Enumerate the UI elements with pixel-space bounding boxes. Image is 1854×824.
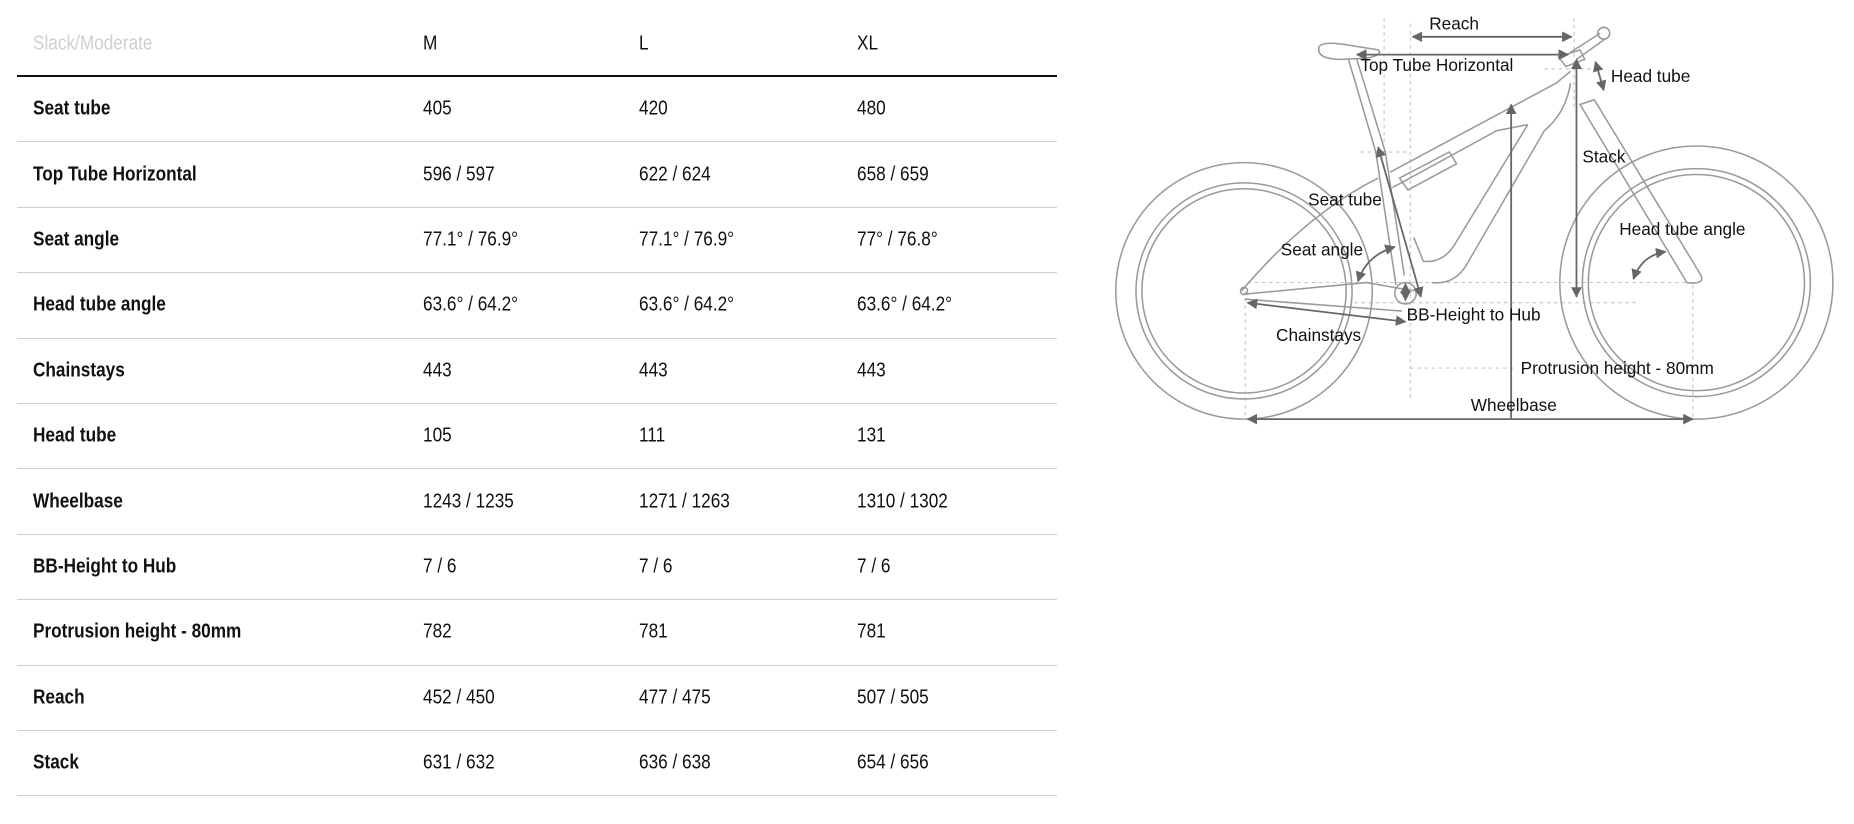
size-l-header: L <box>639 32 649 55</box>
shock <box>1398 150 1458 191</box>
swingarm <box>1241 177 1414 312</box>
seat-tube-label: Seat tube <box>1308 189 1382 209</box>
size-xl-header: XL <box>857 32 879 55</box>
row-label: Head tube <box>33 424 117 447</box>
bb-height-label: BB-Height to Hub <box>1407 305 1541 325</box>
head-angle-arrow <box>1631 247 1667 281</box>
size-m-value: 1243 / 1235 <box>423 490 514 513</box>
size-m-value: 105 <box>423 424 452 447</box>
seat-angle-label: Seat angle <box>1281 239 1363 259</box>
row-label: Seat tube <box>33 97 111 120</box>
geometry-table: Slack/Moderate M L XL Seat tube 405 420 480… <box>17 0 1057 797</box>
table-row: Wheelbase 1243 / 1235 1271 / 1263 1310 / 13… <box>17 469 1057 535</box>
size-l-value: 1271 / 1263 <box>639 490 730 513</box>
row-label: Top Tube Horizontal <box>33 163 197 186</box>
size-m-value: 77.1° / 76.9° <box>423 228 519 251</box>
table-row: Chainstays 443 443 443 <box>17 339 1057 404</box>
size-xl-value: 1310 / 1302 <box>857 490 948 513</box>
row-label: Stack <box>33 751 79 774</box>
front-wheel <box>1559 145 1834 420</box>
diagram-labels: Reach Top Tube Horizontal Head tube Stac… <box>1276 14 1745 415</box>
size-xl-value: 480 <box>857 97 886 120</box>
size-m-value: 63.6° / 64.2° <box>423 293 519 316</box>
seatpost <box>1347 59 1387 153</box>
size-l-value: 781 <box>639 620 668 643</box>
protrusion-label: Protrusion height - 80mm <box>1521 358 1714 378</box>
handlebar <box>1570 32 1606 60</box>
row-label: Wheelbase <box>33 490 123 513</box>
row-label: BB-Height to Hub <box>33 555 177 578</box>
size-xl-value: 658 / 659 <box>857 163 929 186</box>
seat-tube-arrow <box>1375 146 1424 298</box>
size-l-value: 7 / 6 <box>639 555 673 578</box>
size-m-value: 443 <box>423 359 452 382</box>
saddle <box>1317 42 1381 61</box>
size-xl-value: 77° / 76.8° <box>857 228 938 251</box>
seat-angle-arrow <box>1355 244 1396 283</box>
row-label: Chainstays <box>33 359 125 382</box>
size-xl-value: 63.6° / 64.2° <box>857 293 953 316</box>
chainstay-arrow <box>1246 298 1407 326</box>
size-xl-value: 443 <box>857 359 886 382</box>
size-xl-value: 781 <box>857 620 886 643</box>
wheelbase-label: Wheelbase <box>1471 395 1557 415</box>
head-tube-angle-label: Head tube angle <box>1619 219 1745 239</box>
fork <box>1578 98 1703 284</box>
size-l-value: 420 <box>639 97 668 120</box>
table-row: Protrusion height - 80mm 782 781 781 <box>17 600 1057 666</box>
table-row: Head tube angle 63.6° / 64.2° 63.6° / 64.2… <box>17 273 1057 339</box>
head-tube-label: Head tube <box>1611 66 1690 86</box>
size-xl-value: 654 / 656 <box>857 751 929 774</box>
size-m-header: M <box>423 32 438 55</box>
guide-lines <box>1244 17 1699 420</box>
row-label: Head tube angle <box>33 293 166 316</box>
table-row: Seat tube 405 420 480 <box>17 77 1057 143</box>
head-tube-arrow <box>1593 60 1607 92</box>
measure-arrows <box>1246 31 1694 425</box>
chainstays-label: Chainstays <box>1276 325 1361 345</box>
reach-label: Reach <box>1429 14 1479 34</box>
size-m-value: 405 <box>423 97 452 120</box>
top-tube <box>1389 70 1572 189</box>
size-l-value: 63.6° / 64.2° <box>639 293 735 316</box>
table-row: Seat angle 77.1° / 76.9° 77.1° / 76.9° 77° … <box>17 208 1057 274</box>
rear-wheel <box>1115 161 1374 420</box>
size-m-value: 631 / 632 <box>423 751 495 774</box>
size-l-value: 443 <box>639 359 668 382</box>
size-l-value: 111 <box>639 424 666 447</box>
top-tube-label: Top Tube Horizontal <box>1360 55 1513 75</box>
stack-label: Stack <box>1582 147 1625 167</box>
seat-tube <box>1375 151 1406 286</box>
table-row: Top Tube Horizontal 596 / 597 622 / 624 658… <box>17 142 1057 208</box>
size-m-value: 452 / 450 <box>423 686 495 709</box>
size-l-value: 77.1° / 76.9° <box>639 228 735 251</box>
row-label: Protrusion height - 80mm <box>33 620 242 643</box>
down-tube <box>1413 82 1572 284</box>
table-row: Head tube 105 111 131 <box>17 404 1057 470</box>
bike-drawing <box>1115 26 1834 420</box>
row-label: Reach <box>33 686 85 709</box>
size-xl-value: 507 / 505 <box>857 686 929 709</box>
size-m-value: 596 / 597 <box>423 163 495 186</box>
size-xl-value: 131 <box>857 424 886 447</box>
headset <box>1557 48 1586 68</box>
table-row: Stack 631 / 632 636 / 638 654 / 656 <box>17 731 1057 797</box>
row-label: Seat angle <box>33 228 120 251</box>
size-xl-value: 7 / 6 <box>857 555 891 578</box>
size-m-value: 782 <box>423 620 452 643</box>
size-l-value: 477 / 475 <box>639 686 711 709</box>
size-l-value: 622 / 624 <box>639 163 711 186</box>
size-m-value: 7 / 6 <box>423 555 457 578</box>
table-row: Reach 452 / 450 477 / 475 507 / 505 <box>17 666 1057 731</box>
geometry-option-label[interactable]: Slack/Moderate <box>33 32 153 55</box>
size-l-value: 636 / 638 <box>639 751 711 774</box>
table-header: Slack/Moderate M L XL <box>17 0 1057 77</box>
table-row: BB-Height to Hub 7 / 6 7 / 6 7 / 6 <box>17 535 1057 601</box>
